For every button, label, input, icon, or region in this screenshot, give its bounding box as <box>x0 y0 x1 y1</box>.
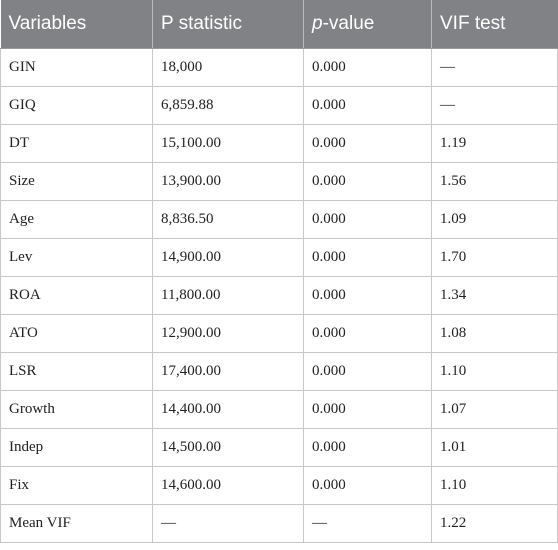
table-header: Variables P statistic p-value VIF test <box>0 0 558 49</box>
cell-p-value: — <box>303 504 432 543</box>
cell-p-statistic: 17,400.00 <box>152 352 304 391</box>
cell-p-value: 0.000 <box>303 124 432 163</box>
cell-p-value: 0.000 <box>303 428 432 467</box>
cell-p-value: 0.000 <box>303 276 432 315</box>
cell-p-statistic: 14,600.00 <box>152 466 304 505</box>
cell-variable: GIQ <box>0 86 153 125</box>
cell-p-statistic: 14,500.00 <box>152 428 304 467</box>
table-row: GIN 18,000 0.000 — <box>0 48 558 87</box>
cell-vif: 1.10 <box>431 352 558 391</box>
cell-vif: 1.07 <box>431 390 558 429</box>
header-p-value-rest: -value <box>322 13 375 34</box>
table-row: Fix 14,600.00 0.000 1.10 <box>0 466 558 505</box>
header-variables: Variables <box>0 0 153 49</box>
cell-p-value: 0.000 <box>303 48 432 87</box>
cell-vif: 1.10 <box>431 466 558 505</box>
table-row: DT 15,100.00 0.000 1.19 <box>0 124 558 163</box>
cell-p-statistic: — <box>152 504 304 543</box>
cell-vif: 1.70 <box>431 238 558 277</box>
cell-p-value: 0.000 <box>303 162 432 201</box>
cell-p-value: 0.000 <box>303 352 432 391</box>
cell-variable: DT <box>0 124 153 163</box>
cell-variable: Growth <box>0 390 153 429</box>
cell-variable: Size <box>0 162 153 201</box>
cell-p-value: 0.000 <box>303 466 432 505</box>
table-row: Lev 14,900.00 0.000 1.70 <box>0 238 558 277</box>
cell-vif: 1.34 <box>431 276 558 315</box>
cell-vif: 1.08 <box>431 314 558 353</box>
cell-variable: GIN <box>0 48 153 87</box>
cell-vif: — <box>431 86 558 125</box>
header-p-value: p-value <box>303 0 432 49</box>
cell-p-value: 0.000 <box>303 200 432 239</box>
header-vif-test: VIF test <box>431 0 558 49</box>
table-row: Size 13,900.00 0.000 1.56 <box>0 162 558 201</box>
cell-variable: ROA <box>0 276 153 315</box>
cell-p-value: 0.000 <box>303 390 432 429</box>
table-row: Age 8,836.50 0.000 1.09 <box>0 200 558 239</box>
cell-p-statistic: 8,836.50 <box>152 200 304 239</box>
cell-p-statistic: 18,000 <box>152 48 304 87</box>
cell-variable: Mean VIF <box>0 504 153 543</box>
cell-p-statistic: 14,900.00 <box>152 238 304 277</box>
cell-vif: 1.19 <box>431 124 558 163</box>
header-p-value-italic: p <box>312 13 323 34</box>
header-row: Variables P statistic p-value VIF test <box>0 0 558 49</box>
cell-vif: — <box>431 48 558 87</box>
header-p-statistic: P statistic <box>152 0 304 49</box>
table-row: Mean VIF — — 1.22 <box>0 504 558 543</box>
cell-p-statistic: 12,900.00 <box>152 314 304 353</box>
cell-vif: 1.56 <box>431 162 558 201</box>
table-row: ATO 12,900.00 0.000 1.08 <box>0 314 558 353</box>
cell-p-value: 0.000 <box>303 86 432 125</box>
table-row: GIQ 6,859.88 0.000 — <box>0 86 558 125</box>
cell-p-value: 0.000 <box>303 238 432 277</box>
table-body: GIN 18,000 0.000 — GIQ 6,859.88 0.000 — … <box>0 48 558 543</box>
cell-p-value: 0.000 <box>303 314 432 353</box>
table-row: Growth 14,400.00 0.000 1.07 <box>0 390 558 429</box>
cell-variable: Indep <box>0 428 153 467</box>
cell-variable: Age <box>0 200 153 239</box>
cell-variable: LSR <box>0 352 153 391</box>
cell-vif: 1.09 <box>431 200 558 239</box>
cell-p-statistic: 13,900.00 <box>152 162 304 201</box>
table-row: ROA 11,800.00 0.000 1.34 <box>0 276 558 315</box>
cell-p-statistic: 14,400.00 <box>152 390 304 429</box>
cell-p-statistic: 15,100.00 <box>152 124 304 163</box>
cell-vif: 1.22 <box>431 504 558 543</box>
cell-variable: Lev <box>0 238 153 277</box>
table-row: Indep 14,500.00 0.000 1.01 <box>0 428 558 467</box>
cell-variable: Fix <box>0 466 153 505</box>
cell-p-statistic: 6,859.88 <box>152 86 304 125</box>
cell-p-statistic: 11,800.00 <box>152 276 304 315</box>
cell-vif: 1.01 <box>431 428 558 467</box>
table-row: LSR 17,400.00 0.000 1.10 <box>0 352 558 391</box>
cell-variable: ATO <box>0 314 153 353</box>
